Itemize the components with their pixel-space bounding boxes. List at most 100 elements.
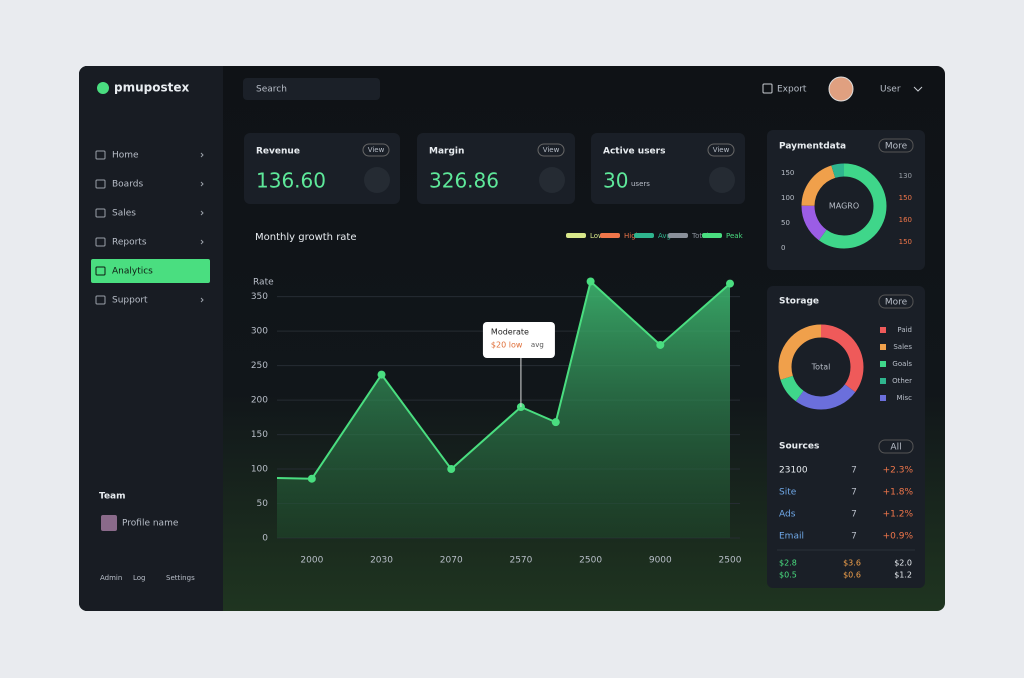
source-count: 7 xyxy=(851,510,857,520)
footer-link[interactable]: Settings xyxy=(166,574,195,582)
stat-icon xyxy=(539,167,565,193)
source-change: +1.8% xyxy=(883,488,914,498)
stat-title: Active users xyxy=(603,147,665,157)
x-tick-label: 2030 xyxy=(370,556,393,566)
nav-active xyxy=(91,259,210,283)
legend-label: Other xyxy=(892,377,912,385)
y-tick-label: 0 xyxy=(262,534,268,544)
team-title: Team xyxy=(99,492,126,502)
stat-value: 136.60 xyxy=(256,169,326,193)
legend-swatch xyxy=(600,233,620,238)
legend-label: Goals xyxy=(892,360,912,368)
source-count: 7 xyxy=(851,532,857,542)
nav-icon xyxy=(95,266,106,276)
legend-label: Low xyxy=(590,232,604,240)
stat-badge-label[interactable]: View xyxy=(368,146,385,154)
donut-segment xyxy=(801,163,887,249)
source-count: 7 xyxy=(851,466,857,476)
footer-link[interactable]: Log xyxy=(133,574,146,582)
nav-item[interactable]: Boards xyxy=(112,180,143,190)
source-name: Email xyxy=(779,532,804,542)
member-name: Profile name xyxy=(122,519,179,529)
stat-badge[interactable] xyxy=(362,143,390,157)
search-box[interactable] xyxy=(243,78,380,100)
total-value: $0.6 xyxy=(843,571,861,580)
legend-label: Paid xyxy=(897,326,912,334)
user-name[interactable]: User xyxy=(880,85,901,95)
source-change: +0.9% xyxy=(883,532,914,542)
panel-button[interactable] xyxy=(878,138,914,153)
y-tick-label: 200 xyxy=(251,396,268,406)
point xyxy=(726,279,734,288)
nav-chevron xyxy=(200,297,204,303)
panel-title: Storage xyxy=(779,297,819,307)
panel-button-label[interactable]: More xyxy=(885,298,908,308)
legend-swatch xyxy=(880,378,886,384)
x-tick-label: 2070 xyxy=(440,556,463,566)
nav-item[interactable]: Support xyxy=(112,296,148,306)
nav-icon xyxy=(95,150,106,160)
footer-link[interactable]: Admin xyxy=(100,574,122,582)
stat-badge-label[interactable]: View xyxy=(543,146,560,154)
y-tick-label: 100 xyxy=(251,465,268,475)
avatar[interactable] xyxy=(828,76,854,102)
legend-value: 160 xyxy=(899,216,912,224)
y-tick-label: 50 xyxy=(257,499,269,509)
panel-button[interactable] xyxy=(878,439,914,454)
chart-title: Monthly growth rate xyxy=(255,232,357,243)
legend-swatch xyxy=(880,395,886,401)
x-tick-label: 2500 xyxy=(579,556,602,566)
stat-badge[interactable] xyxy=(537,143,565,157)
point xyxy=(377,370,386,379)
nav-item[interactable]: Analytics xyxy=(112,267,153,277)
panel-title: Paymentdata xyxy=(779,142,846,152)
tooltip-note: avg xyxy=(531,341,544,349)
point xyxy=(656,340,665,349)
donut-center: Total xyxy=(811,363,831,372)
search-placeholder: Search xyxy=(256,85,287,95)
export-button[interactable]: Export xyxy=(777,85,807,95)
donut-segment xyxy=(778,324,864,410)
nav-item[interactable]: Reports xyxy=(112,238,147,248)
y-tick-label: 250 xyxy=(251,361,268,371)
stat-icon xyxy=(709,167,735,193)
payments-panel xyxy=(767,130,925,270)
brand: pmupostex xyxy=(114,81,189,95)
panel-button[interactable] xyxy=(878,294,914,309)
stat-unit: users xyxy=(631,180,650,188)
point xyxy=(307,474,316,483)
legend-swatch xyxy=(566,233,586,238)
legend-label: High xyxy=(624,232,640,240)
total-value: $1.2 xyxy=(894,571,912,580)
panel-button-label[interactable]: All xyxy=(890,443,901,453)
sidebar xyxy=(79,66,223,611)
point xyxy=(447,465,456,474)
stat-card xyxy=(591,133,745,204)
donut-segment xyxy=(778,324,864,410)
nav-item[interactable]: Sales xyxy=(112,209,136,219)
donut-center: MAGRO xyxy=(829,202,859,211)
total-value: $3.6 xyxy=(843,559,861,568)
stat-value: 30 xyxy=(603,169,628,193)
x-tick-label: 2000 xyxy=(300,556,323,566)
y-tick-label: 150 xyxy=(251,430,268,440)
panel-button-label[interactable]: More xyxy=(885,142,908,152)
source-count: 7 xyxy=(851,488,857,498)
nav-chevron xyxy=(200,239,204,245)
source-name: 23100 xyxy=(779,466,808,476)
stat-badge-label[interactable]: View xyxy=(713,146,730,154)
stat-badge[interactable] xyxy=(707,143,735,157)
y-tick-label: 300 xyxy=(251,327,268,337)
total-value: $0.5 xyxy=(779,571,797,580)
tooltip xyxy=(482,322,555,358)
nav-item[interactable]: Home xyxy=(112,151,139,161)
x-tick-label: 2570 xyxy=(509,556,532,566)
tooltip-title: Moderate xyxy=(491,328,529,337)
nav-icon xyxy=(95,208,106,218)
x-tick-label: 9000 xyxy=(649,556,672,566)
legend-label: Peak xyxy=(726,232,744,240)
legend-value: 150 xyxy=(899,238,912,246)
stat-title: Revenue xyxy=(256,147,300,157)
nav-icon xyxy=(95,179,106,189)
